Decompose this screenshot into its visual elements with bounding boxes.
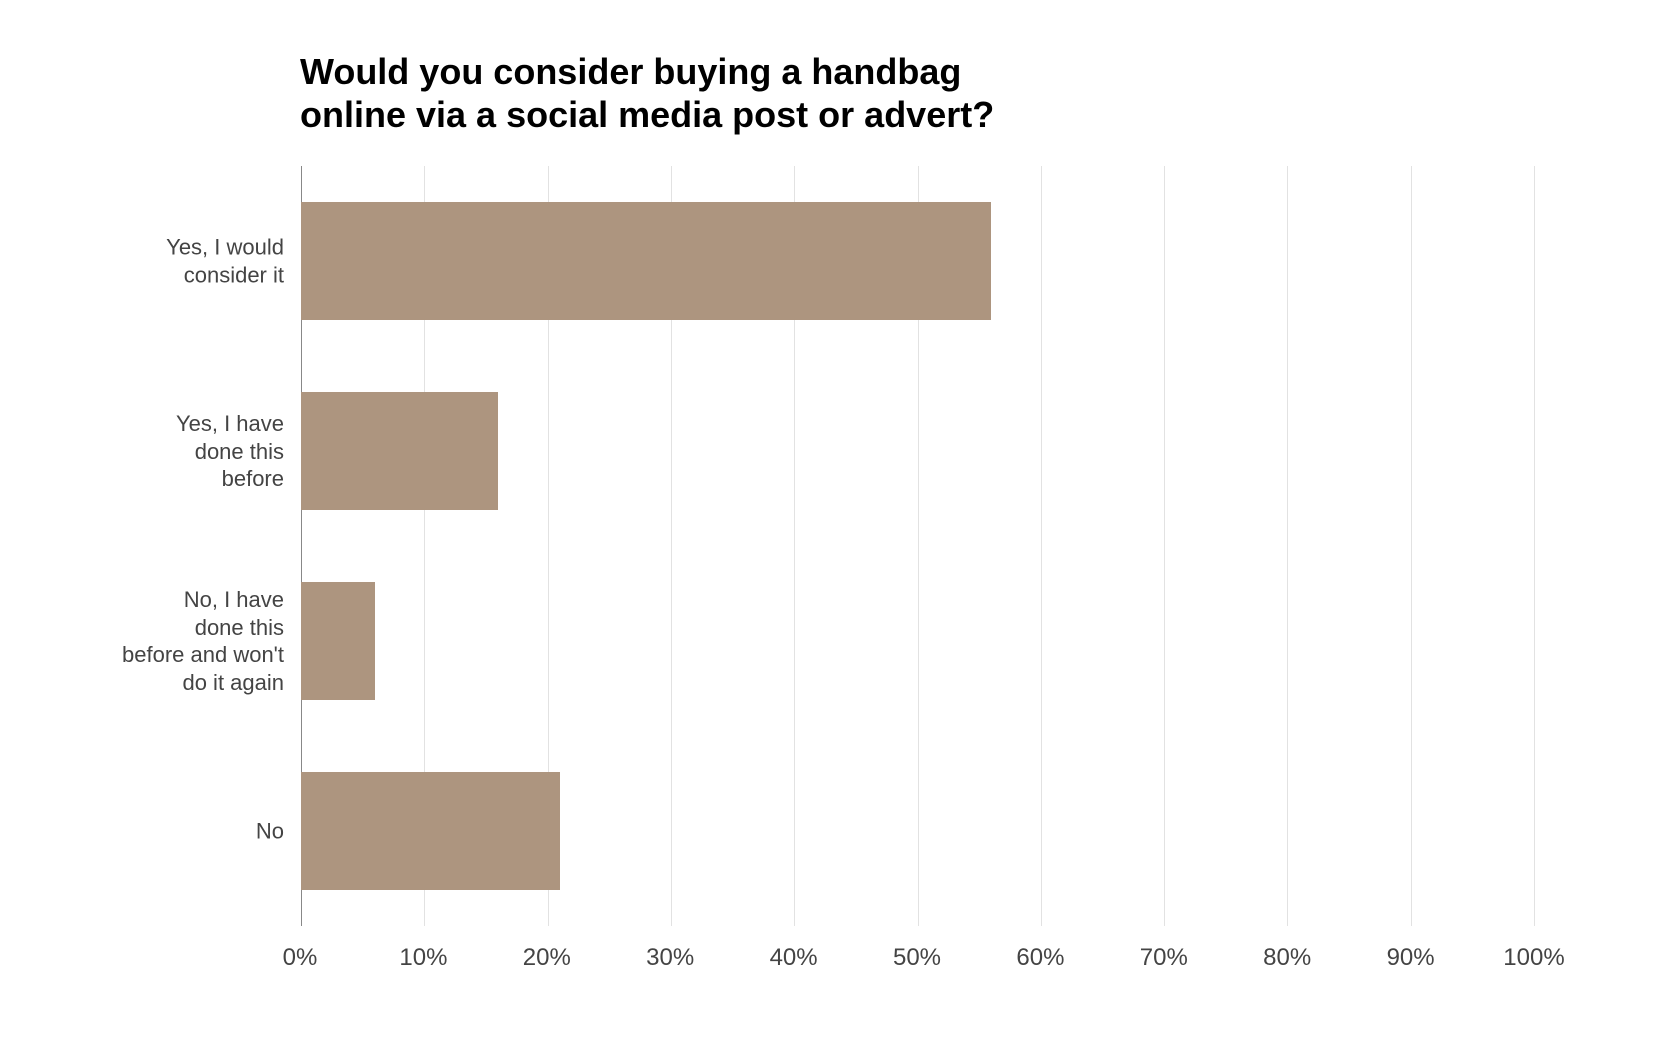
x-tick-label: 10% (399, 944, 447, 972)
x-tick-label: 50% (893, 944, 941, 972)
bar (301, 772, 560, 890)
x-tick-label: 20% (523, 944, 571, 972)
x-tick-label: 90% (1387, 944, 1435, 972)
x-axis: 0%10%20%30%40%50%60%70%80%90%100% (300, 926, 1534, 986)
bar (301, 582, 375, 700)
chart-title: Would you consider buying a handbag onli… (300, 50, 1534, 136)
x-tick-label: 80% (1263, 944, 1311, 972)
gridline (1534, 166, 1535, 926)
y-axis-label: Yes, I have done this before (176, 410, 284, 493)
x-tick-label: 30% (646, 944, 694, 972)
y-axis-label: No, I have done this before and won't do… (122, 586, 284, 696)
gridline (1287, 166, 1288, 926)
x-tick-label: 0% (283, 944, 318, 972)
x-tick-label: 100% (1503, 944, 1564, 972)
bar (301, 202, 991, 320)
chart-plot: Yes, I would consider it Yes, I have done… (80, 166, 1534, 926)
gridline (1411, 166, 1412, 926)
y-axis-labels: Yes, I would consider it Yes, I have done… (80, 166, 300, 926)
x-tick-label: 60% (1016, 944, 1064, 972)
chart-container: Would you consider buying a handbag onli… (0, 0, 1654, 1052)
x-tick-label: 70% (1140, 944, 1188, 972)
plot-area (300, 166, 1534, 926)
bar (301, 392, 498, 510)
x-tick-label: 40% (770, 944, 818, 972)
y-axis-label: No (256, 818, 284, 846)
gridline (1041, 166, 1042, 926)
gridline (1164, 166, 1165, 926)
y-axis-label: Yes, I would consider it (166, 234, 284, 289)
